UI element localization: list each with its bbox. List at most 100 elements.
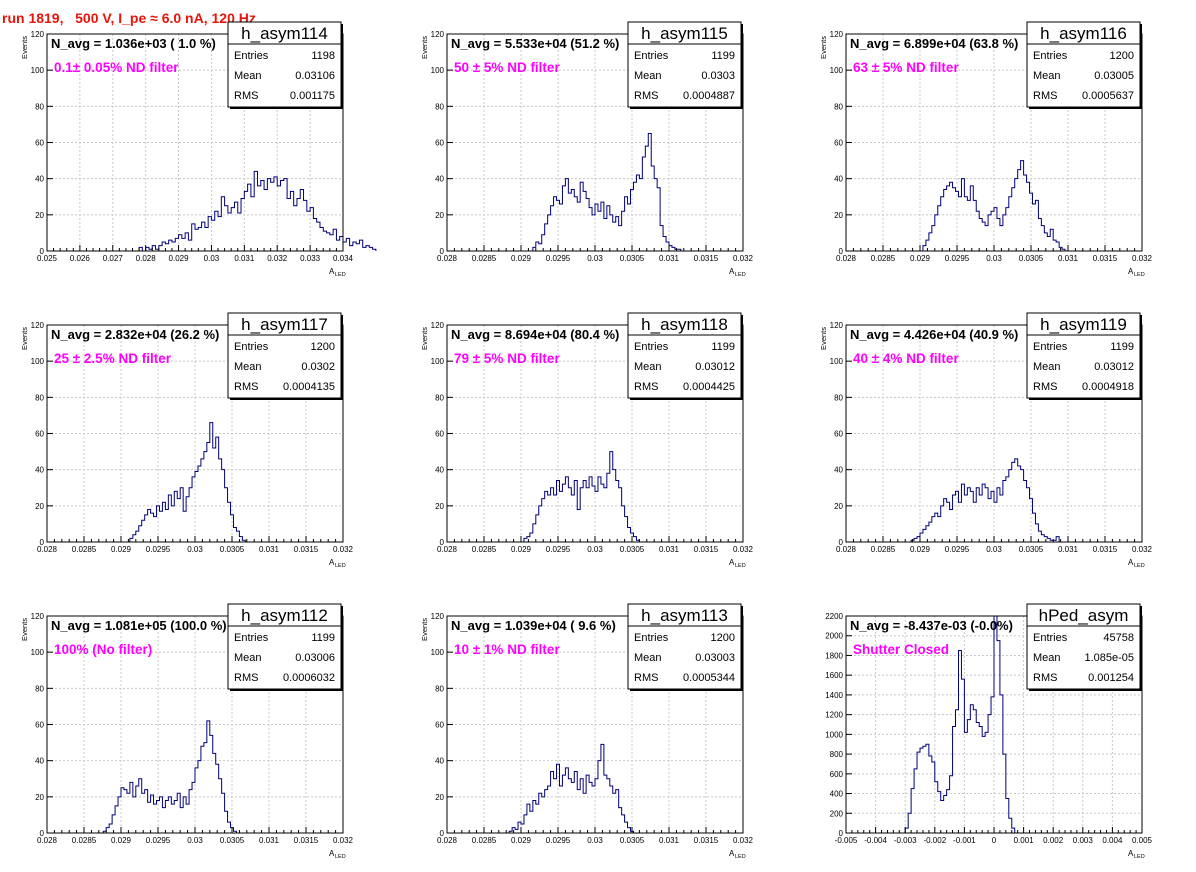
x-tick-label: 0.0285 [871, 254, 896, 263]
y-tick-label: 60 [435, 721, 444, 730]
stats-box [227, 21, 342, 108]
y-tick-label: 2200 [825, 612, 843, 621]
y-tick-label: 60 [35, 721, 44, 730]
y-tick-label: 40 [435, 757, 444, 766]
filter-annotation: 63 ± 5% ND filter [853, 60, 959, 75]
y-tick-label: 100 [31, 648, 45, 657]
x-tick-label: 0.03 [204, 254, 220, 263]
stats-box [227, 603, 342, 690]
stats-value-mean: 0.0303 [701, 70, 735, 82]
y-tick-label: 100 [431, 66, 445, 75]
x-tick-label: 0.0305 [1019, 545, 1044, 554]
stats-value-rms: 0.0004887 [683, 90, 735, 102]
stats-label-mean: Mean [234, 361, 262, 373]
histogram-name: h_asym115 [641, 24, 728, 43]
x-axis-label: A [1128, 558, 1134, 567]
histogram-line [910, 458, 1060, 542]
stats-value-mean: 0.03006 [295, 652, 335, 664]
histogram-panel-h_asym117: 0.028 0.0285 0.029 0.0295 0.03 0.0305 0.031 0.0… [20, 312, 354, 569]
y-tick-label: 60 [35, 430, 44, 439]
x-tick-label: 0.001 [1014, 836, 1035, 845]
stats-value-rms: 0.0004425 [683, 381, 735, 393]
x-tick-label: 0.029 [511, 254, 532, 263]
stats-label-rms: RMS [234, 672, 258, 684]
x-tick-label: 0.0295 [546, 545, 571, 554]
stats-value-entries: 1199 [311, 632, 335, 644]
x-tick-label: 0.027 [103, 254, 124, 263]
histogram-panel-h_asym115: 0.028 0.0285 0.029 0.0295 0.03 0.0305 0.031 0.0… [420, 21, 754, 278]
y-axis-label: Events [20, 618, 29, 641]
y-tick-label: 60 [35, 139, 44, 148]
x-tick-label: 0.031 [259, 545, 280, 554]
x-axis-label: A [1128, 849, 1134, 858]
x-axis-label-subscript: LED [1134, 272, 1145, 278]
y-tick-label: 120 [31, 321, 45, 330]
filter-annotation: Shutter Closed [853, 642, 949, 657]
x-tick-label: 0.028 [437, 254, 458, 263]
navg-label: N_avg = 6.899e+04 (63.8 %) [850, 36, 1018, 51]
stats-label-entries: Entries [634, 50, 669, 62]
stats-value-rms: 0.001254 [1088, 672, 1134, 684]
y-tick-label: 2000 [825, 632, 843, 641]
stats-label-rms: RMS [634, 381, 658, 393]
histogram-panel-h_asym119: 0.028 0.0285 0.029 0.0295 0.03 0.0305 0.031 0.0… [819, 312, 1153, 569]
y-tick-label: 20 [834, 502, 843, 511]
filter-annotation: 50 ± 5% ND filter [454, 60, 560, 75]
histogram-panel-h_asym114: 0.025 0.026 0.027 0.028 0.029 0.03 0.031 0.032 0… [20, 21, 377, 278]
stats-label-rms: RMS [1033, 90, 1057, 102]
stats-label-rms: RMS [1033, 381, 1057, 393]
y-tick-label: 120 [431, 30, 445, 39]
y-tick-label: 0 [839, 829, 844, 838]
x-tick-label: 0.032 [1132, 254, 1153, 263]
y-tick-label: 800 [830, 750, 844, 759]
y-tick-label: 0 [440, 538, 445, 547]
stats-label-rms: RMS [634, 90, 658, 102]
stats-label-mean: Mean [1033, 70, 1061, 82]
filter-annotation: 0.1± 0.05% ND filter [54, 60, 179, 75]
x-tick-label: 0.029 [910, 254, 931, 263]
histogram-name: hPed_asym [1039, 606, 1129, 625]
x-tick-label: 0.025 [37, 254, 58, 263]
x-axis-label-subscript: LED [735, 854, 746, 860]
y-tick-label: 0 [440, 829, 445, 838]
x-axis-label-subscript: LED [335, 272, 346, 278]
stats-value-entries: 1198 [311, 50, 335, 62]
x-tick-label: 0 [992, 836, 997, 845]
y-tick-label: 20 [435, 793, 444, 802]
y-axis-label: Events [819, 36, 828, 59]
y-tick-label: 100 [830, 66, 844, 75]
y-tick-label: 20 [435, 211, 444, 220]
x-tick-label: 0.029 [511, 545, 532, 554]
histogram-line [102, 720, 237, 833]
stats-box [1026, 603, 1141, 690]
x-tick-label: 0.028 [136, 254, 157, 263]
y-tick-label: 20 [834, 211, 843, 220]
stats-value-entries: 1199 [711, 341, 735, 353]
histogram-line [508, 743, 634, 833]
x-axis-label: A [329, 267, 335, 276]
x-tick-label: 0.031 [659, 545, 680, 554]
x-tick-label: 0.0285 [72, 836, 97, 845]
y-tick-label: 60 [435, 430, 444, 439]
y-axis-label: Events [420, 327, 429, 350]
y-tick-label: 100 [431, 648, 445, 657]
x-tick-label: 0.0295 [546, 836, 571, 845]
navg-label: N_avg = -8.437e-03 (-0.0%) [850, 618, 1013, 633]
x-tick-label: 0.028 [37, 545, 58, 554]
y-tick-label: 80 [435, 102, 444, 111]
x-tick-label: 0.029 [910, 545, 931, 554]
histogram-panel-hPed_asym: -0.005 -0.004 -0.003 -0.002 -0.001 0 0.001 0.00… [825, 603, 1153, 860]
y-tick-label: 40 [35, 757, 44, 766]
stats-value-mean: 0.03106 [295, 70, 335, 82]
stats-value-mean: 0.0302 [301, 361, 335, 373]
x-tick-label: 0.03 [187, 836, 203, 845]
x-tick-label: 0.004 [1102, 836, 1123, 845]
stats-value-entries: 1199 [711, 50, 735, 62]
filter-annotation: 10 ± 1% ND filter [454, 642, 560, 657]
stats-value-rms: 0.0006032 [283, 672, 335, 684]
navg-label: N_avg = 5.533e+04 (51.2 %) [451, 36, 619, 51]
x-tick-label: 0.0315 [294, 545, 319, 554]
x-axis-label-subscript: LED [335, 854, 346, 860]
y-tick-label: 60 [834, 430, 843, 439]
